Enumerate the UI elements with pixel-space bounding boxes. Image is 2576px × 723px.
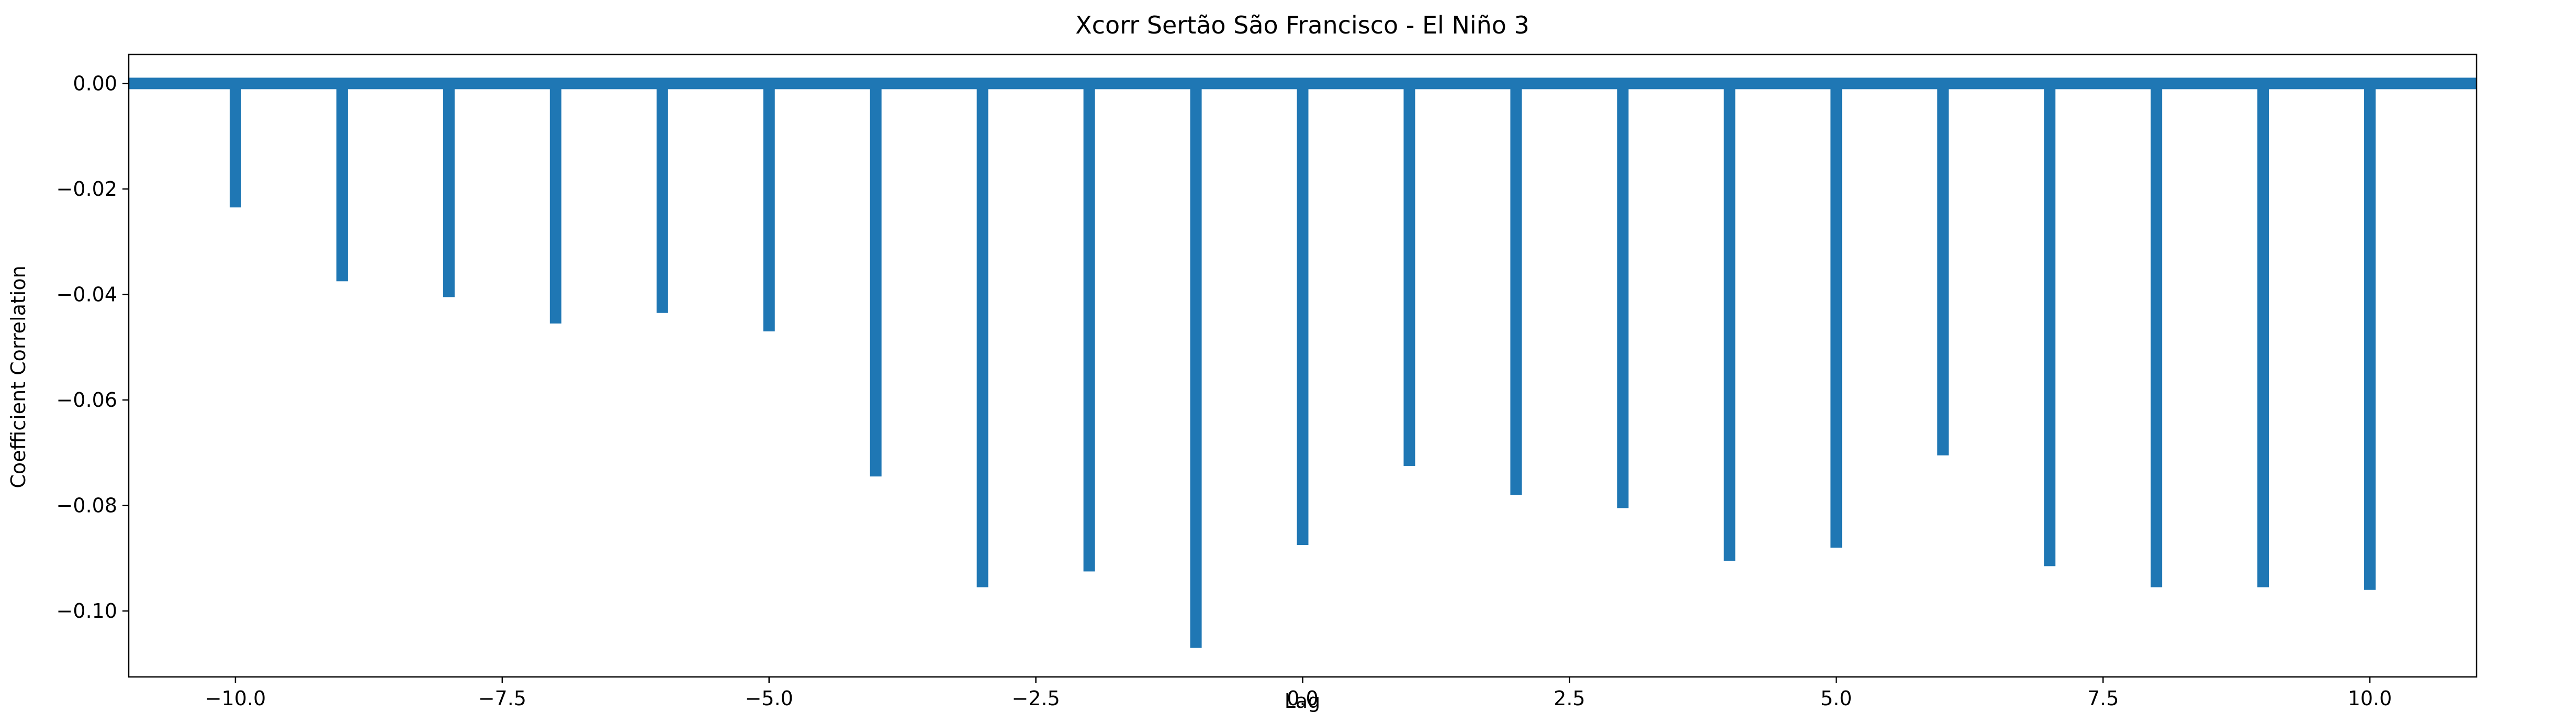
y-tick-label: −0.10	[57, 599, 117, 622]
bar-lag-neg8	[443, 83, 455, 297]
bar-lag-2	[1510, 83, 1522, 495]
x-tick-label: 10.0	[2348, 687, 2392, 710]
x-tick-label: −10.0	[205, 687, 266, 710]
bar-lag-neg1	[1190, 83, 1202, 648]
bar-lag-10	[2364, 83, 2376, 590]
x-axis-label: Lag	[1285, 689, 1321, 713]
bar-lag-8	[2151, 83, 2163, 587]
bar-lag-neg9	[336, 83, 348, 282]
bar-lag-0	[1297, 83, 1309, 546]
bar-lag-4	[1724, 83, 1736, 561]
x-tick-label: 0.0	[1287, 687, 1318, 710]
plot-area: −10.0 −7.5 −5.0 −2.5 0.0 2.5 5.0 7.5 10.0 0.00 −0…	[57, 53, 2478, 710]
chart-title: Xcorr Sertão São Francisco - El Niño 3	[1075, 11, 1529, 39]
bar-lag-7	[2044, 83, 2056, 566]
bar-lag-9	[2257, 83, 2269, 587]
bar-lag-3	[1617, 83, 1629, 508]
x-tick-label: 5.0	[1820, 687, 1852, 710]
x-tick-label: 2.5	[1554, 687, 1585, 710]
bars-group	[229, 83, 2376, 648]
y-tick-label: −0.06	[57, 388, 117, 411]
bar-lag-neg6	[656, 83, 668, 313]
x-axis-ticks: −10.0 −7.5 −5.0 −2.5 0.0 2.5 5.0 7.5 10.0	[205, 677, 2392, 710]
bar-lag-neg3	[976, 83, 988, 587]
y-tick-label: −0.02	[57, 177, 117, 201]
x-tick-label: −5.0	[745, 687, 793, 710]
y-tick-label: 0.00	[73, 72, 117, 95]
bar-lag-neg10	[229, 83, 241, 208]
bar-lag-1	[1403, 83, 1415, 466]
bar-lag-neg2	[1083, 83, 1095, 572]
y-axis-ticks: 0.00 −0.02 −0.04 −0.06 −0.08 −0.10	[57, 72, 129, 622]
x-tick-label: 7.5	[2087, 687, 2119, 710]
x-tick-label: −7.5	[478, 687, 526, 710]
bar-lag-neg7	[549, 83, 561, 324]
y-tick-label: −0.04	[57, 283, 117, 306]
y-axis-label: Coefficient Correlation	[7, 265, 30, 488]
bar-lag-neg5	[763, 83, 775, 332]
bar-lag-6	[1937, 83, 1949, 455]
bar-lag-neg4	[870, 83, 882, 477]
x-tick-label: −2.5	[1011, 687, 1060, 710]
bar-lag-5	[1830, 83, 1842, 548]
y-tick-label: −0.08	[57, 494, 117, 517]
